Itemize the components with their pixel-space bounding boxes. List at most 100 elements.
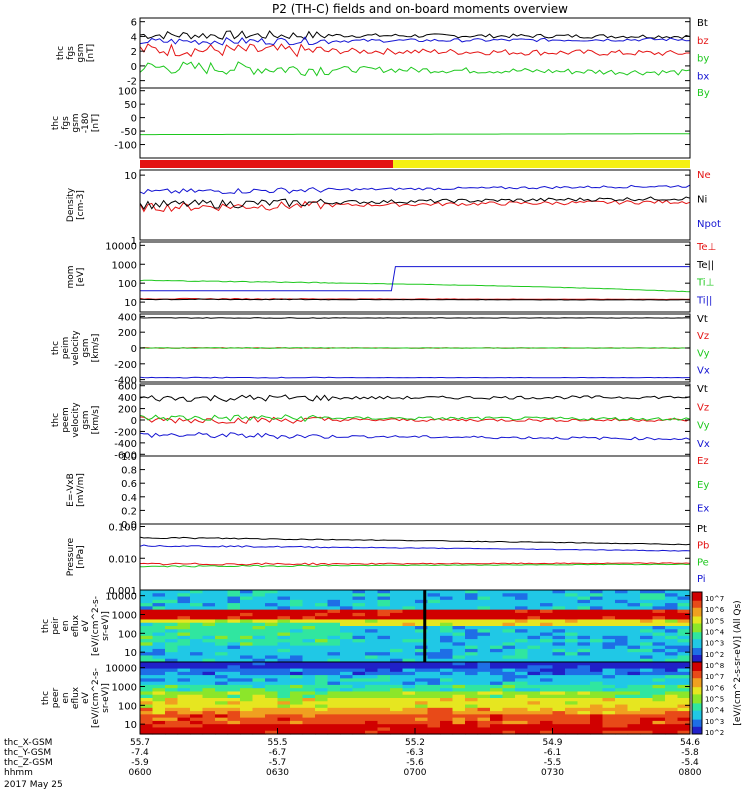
spectrogram-cell <box>640 622 654 627</box>
colorbar-cell <box>692 698 702 701</box>
spectrogram-cell <box>365 635 379 640</box>
spectrogram-cell <box>665 652 679 657</box>
spectrogram-cell <box>540 632 554 637</box>
colorbar-tick: 10^6 <box>705 684 725 692</box>
spectrogram-cell <box>590 599 604 604</box>
spectrogram-cell <box>640 619 654 624</box>
spectrogram-cell <box>340 724 354 729</box>
spectrogram-cell <box>427 616 441 621</box>
panel-frame <box>139 87 691 159</box>
y-axis-label: gsm <box>81 410 91 429</box>
spectrogram-cell <box>340 681 354 686</box>
spectrogram-cell <box>215 596 229 601</box>
spectrogram-cell <box>315 730 329 735</box>
spectrogram-cell <box>452 603 466 607</box>
spectrogram-cell <box>365 609 379 614</box>
spectrogram-cell <box>327 658 341 663</box>
spectrogram-cell <box>565 707 579 712</box>
y-axis-label: thc <box>56 46 66 60</box>
spectrogram-cell <box>377 704 391 709</box>
spectrogram-cell <box>540 701 554 706</box>
spectrogram-cell <box>365 622 379 627</box>
spectrogram-cell <box>490 671 504 676</box>
spectrogram-cell <box>340 596 354 601</box>
y-axis-label: E=-VxB <box>66 473 76 507</box>
spectrogram-cell <box>365 593 379 598</box>
spectrogram-cell <box>527 717 541 722</box>
spectrogram-cell <box>452 596 466 601</box>
spectrogram-cell <box>477 626 491 630</box>
spectrogram-cell <box>615 622 629 627</box>
spectrogram-cell <box>577 639 591 643</box>
spectrogram-cell <box>627 665 641 670</box>
spectrogram-cell <box>190 727 204 732</box>
spectrogram-cell <box>227 678 241 683</box>
spectrogram-cell <box>327 720 341 725</box>
spectrogram-cell <box>552 724 566 729</box>
colorbar-tick: 10^5 <box>705 696 724 704</box>
spectrogram-cell <box>665 688 679 693</box>
spectrogram-cell <box>302 642 316 647</box>
spectrogram-cell <box>265 593 279 598</box>
spectrogram-cell <box>565 593 579 598</box>
spectrogram-cell <box>615 724 629 729</box>
series-Vx <box>139 432 691 441</box>
spectrogram-cell <box>302 590 316 594</box>
spectrogram-cell <box>527 707 541 712</box>
spectrogram-cell <box>140 645 154 650</box>
spectrogram-cell <box>415 645 429 650</box>
spectrogram-cell <box>465 678 479 683</box>
colorbar-cell <box>692 662 702 665</box>
spectrogram-cell <box>665 691 679 696</box>
spectrogram-cell <box>340 616 354 621</box>
spectrogram-cell <box>177 707 191 712</box>
spectrogram-cell <box>190 688 204 693</box>
spectrogram-cell <box>240 701 254 706</box>
spectrogram-cell <box>202 675 216 679</box>
spectrogram-cell <box>340 717 354 722</box>
spectrogram-cell <box>552 694 566 699</box>
spectrogram-cell <box>140 616 154 621</box>
y-tick-label: 0 <box>131 114 137 125</box>
spectrogram-cell <box>552 609 566 614</box>
spectrogram-cell <box>252 678 266 683</box>
spectrogram-cell <box>215 622 229 627</box>
colorbar-cell <box>692 683 702 686</box>
y-tick-label: -200 <box>114 427 137 438</box>
spectrogram-cell <box>290 681 304 686</box>
spectrogram-cell <box>165 694 179 699</box>
spectrogram-cell <box>302 593 316 598</box>
spectrogram-cell <box>440 665 454 670</box>
spectrogram-cell <box>627 603 641 607</box>
spectrogram-cell <box>152 704 166 709</box>
spectrogram-cell <box>652 648 666 653</box>
legend-Vy: Vy <box>697 348 710 359</box>
spectrogram-cell <box>315 635 329 640</box>
spectrogram-cell <box>540 684 554 689</box>
spectrogram-cell <box>602 694 616 699</box>
y-axis-label: sr-eV)] <box>101 611 111 641</box>
spectrogram-cell <box>490 727 504 732</box>
y-tick-label: 200 <box>118 328 137 339</box>
spectrogram-cell <box>240 691 254 696</box>
spectrogram-cell <box>490 639 504 643</box>
spectrogram-cell <box>415 688 429 693</box>
spectrogram-cell <box>477 632 491 637</box>
spectrogram-cell <box>352 668 366 673</box>
spectrogram-cell <box>377 711 391 715</box>
spectrogram-cell <box>290 730 304 735</box>
spectrogram-cell <box>515 694 529 699</box>
spectrogram-cell <box>277 711 291 715</box>
spectrogram-cell <box>365 701 379 706</box>
y-axis-label: eflux <box>71 686 81 709</box>
spectrogram-cell <box>377 612 391 617</box>
spectrogram-cell <box>427 652 441 657</box>
spectrogram-cell <box>527 727 541 732</box>
spectrogram-cell <box>315 606 329 611</box>
spectrogram-cell <box>440 612 454 617</box>
spectrogram-cell <box>640 668 654 673</box>
spectrogram-cell <box>627 675 641 679</box>
series-By <box>140 133 690 136</box>
